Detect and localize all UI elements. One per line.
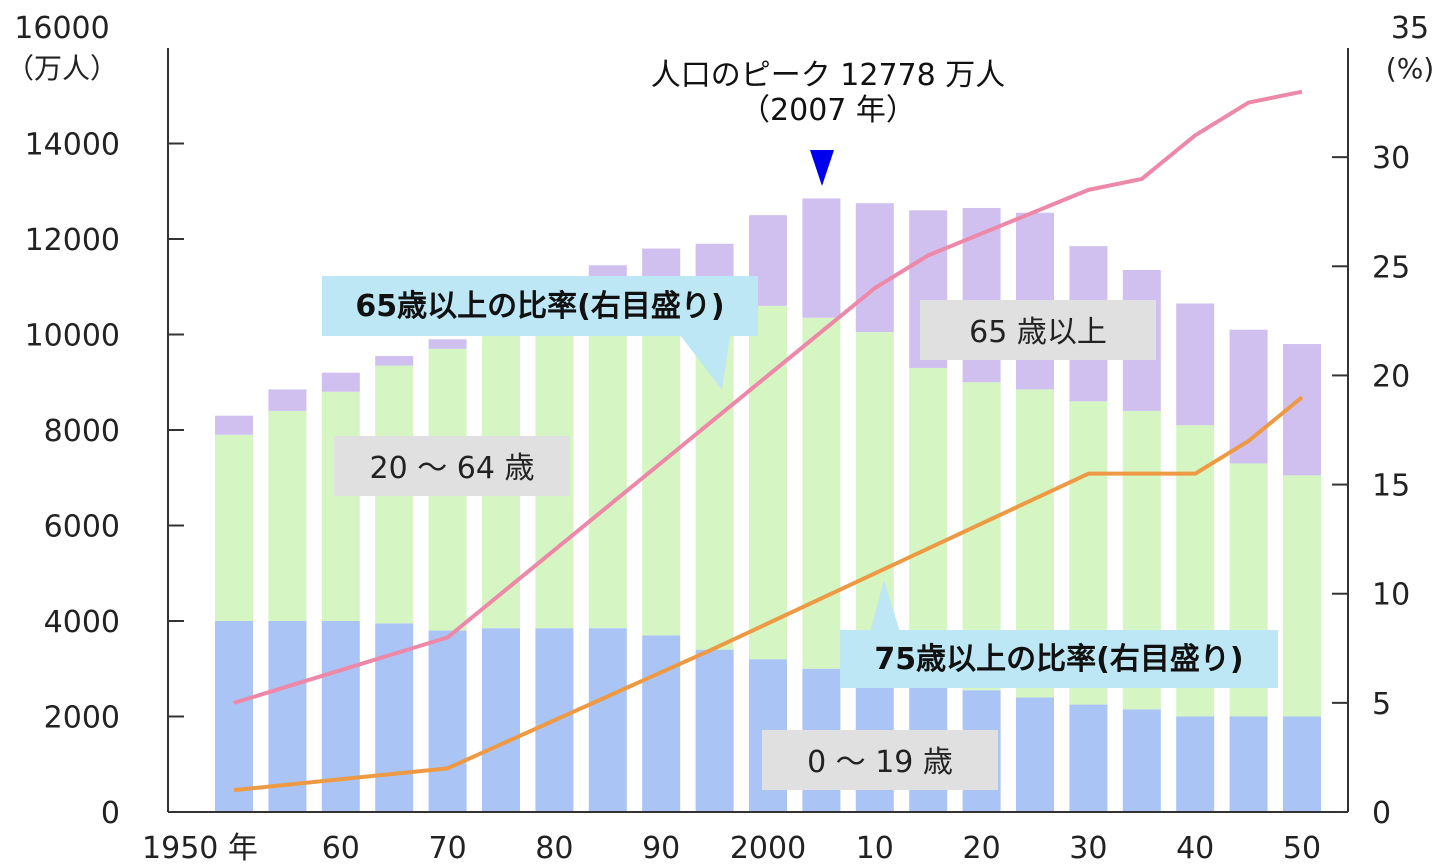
- bar-segment-0-19-2050: [1283, 716, 1321, 812]
- bar-segment-20-64-1985: [588, 313, 627, 629]
- bar-segment-0-19-2025: [1016, 697, 1054, 812]
- label-65-plus-box: [920, 300, 1156, 360]
- label-20-64: 20 ～ 64 歳: [334, 436, 570, 496]
- label-20-64-text: 20 ～ 64 歳: [370, 451, 535, 486]
- right-tick-label: 20: [1372, 359, 1410, 394]
- bar-segment-65-plus-1960: [321, 372, 360, 392]
- bar-segment-65-plus-1950: [215, 415, 253, 435]
- label-0-19-text: 0 ～ 19 歳: [807, 745, 953, 780]
- bar-segment-0-19-1955: [268, 621, 307, 812]
- x-tick-label: 50: [1283, 831, 1321, 866]
- x-tick-label: 20: [963, 831, 1001, 866]
- bar-segment-20-64-2050: [1283, 475, 1321, 717]
- right-tick-label: 5: [1372, 687, 1391, 722]
- left-axis-top-value: 16000: [14, 11, 109, 46]
- x-tick-label: 10: [856, 831, 894, 866]
- x-tick-label: 40: [1176, 831, 1214, 866]
- ratio-75-plus-line: [233, 395, 1304, 793]
- left-tick-label: 0: [101, 796, 120, 831]
- right-tick-label: 10: [1372, 578, 1410, 613]
- x-tick-label: 2000: [730, 831, 806, 866]
- ratio75-callout: 75歳以上の比率(右目盛り): [840, 580, 1278, 688]
- label-20-64-box: [334, 436, 570, 496]
- bar-segment-65-plus-1970: [428, 339, 467, 349]
- left-axis-unit: （万人）: [6, 52, 118, 85]
- label-65-plus-text: 65 歳以上: [969, 315, 1107, 350]
- ratio-65-plus-line: [233, 89, 1303, 705]
- bar-segment-65-plus-2045: [1229, 329, 1268, 464]
- peak-annotation-line1: 人口のピーク 12778 万人: [651, 58, 1006, 93]
- bar-segment-20-64-2005: [802, 317, 841, 669]
- x-tick-label: 90: [642, 831, 680, 866]
- bar-segment-0-19-1950: [215, 621, 253, 812]
- left-tick-label: 6000: [44, 510, 120, 545]
- bar-segment-65-plus-1965: [375, 355, 414, 366]
- ratio65-callout-text: 65歳以上の比率(右目盛り): [355, 289, 724, 324]
- bar-segment-0-19-2045: [1229, 716, 1268, 812]
- bar-segment-65-plus-2010: [855, 203, 894, 333]
- bar-segment-20-64-2000: [749, 305, 787, 660]
- ratio-lines-layer: [233, 89, 1304, 793]
- ratio75-callout-pointer: [870, 580, 900, 632]
- bar-segment-0-19-1975: [482, 628, 520, 812]
- left-tick-label: 14000: [25, 128, 120, 163]
- bar-segment-0-19-1985: [588, 628, 627, 812]
- bar-segment-0-19-2030: [1069, 704, 1108, 812]
- right-tick-label: 30: [1372, 141, 1410, 176]
- label-0-19-box: [762, 730, 998, 790]
- right-tick-label: 0: [1372, 796, 1391, 831]
- label-65-plus: 65 歳以上: [920, 300, 1156, 360]
- bar-segment-20-64-1955: [268, 410, 307, 621]
- left-tick-label: 2000: [44, 701, 120, 736]
- ratio65-callout-box: [322, 276, 758, 336]
- left-tick-label: 4000: [44, 605, 120, 640]
- x-tick-label: 30: [1069, 831, 1107, 866]
- bar-segment-0-19-1970: [428, 630, 467, 812]
- left-tick-label: 10000: [25, 319, 120, 354]
- left-tick-label: 12000: [25, 223, 120, 258]
- bar-segment-65-plus-1955: [268, 389, 307, 411]
- bar-segment-20-64-1960: [321, 391, 360, 621]
- left-tick-label: 8000: [44, 414, 120, 449]
- bar-segment-65-plus-2040: [1176, 303, 1215, 426]
- bar-segment-0-19-2040: [1176, 716, 1215, 812]
- x-tick-label: 80: [535, 831, 573, 866]
- right-axis-top-value: 35: [1391, 11, 1429, 46]
- peak-annotation-line2: （2007 年）: [740, 93, 916, 128]
- x-tick-label: 1950 年: [142, 831, 258, 866]
- ratio75-callout-text: 75歳以上の比率(右目盛り): [874, 642, 1243, 677]
- peak-marker-icon: [810, 150, 834, 186]
- right-tick-label: 25: [1372, 250, 1410, 285]
- bar-segment-0-19-2035: [1122, 709, 1161, 812]
- bar-segment-20-64-1950: [215, 434, 253, 621]
- label-0-19: 0 ～ 19 歳: [762, 730, 998, 790]
- right-tick-label: 15: [1372, 469, 1410, 504]
- bar-segment-65-plus-2005: [802, 198, 841, 318]
- bar-segment-0-19-1990: [642, 635, 681, 812]
- ratio75-callout-box: [840, 630, 1278, 688]
- tick-layer: 0 2000 4000 6000 8000 10000 12000 14000 0 5 10 15 20…: [25, 128, 1411, 866]
- x-tick-label: 70: [429, 831, 467, 866]
- bar-segment-0-19-1960: [321, 621, 360, 812]
- bar-segment-0-19-1995: [695, 649, 734, 812]
- ratio65-callout-pointer: [680, 335, 730, 390]
- right-axis-unit: (%): [1386, 52, 1434, 85]
- ratio65-callout: 65歳以上の比率(右目盛り): [322, 276, 758, 390]
- x-tick-label: 60: [322, 831, 360, 866]
